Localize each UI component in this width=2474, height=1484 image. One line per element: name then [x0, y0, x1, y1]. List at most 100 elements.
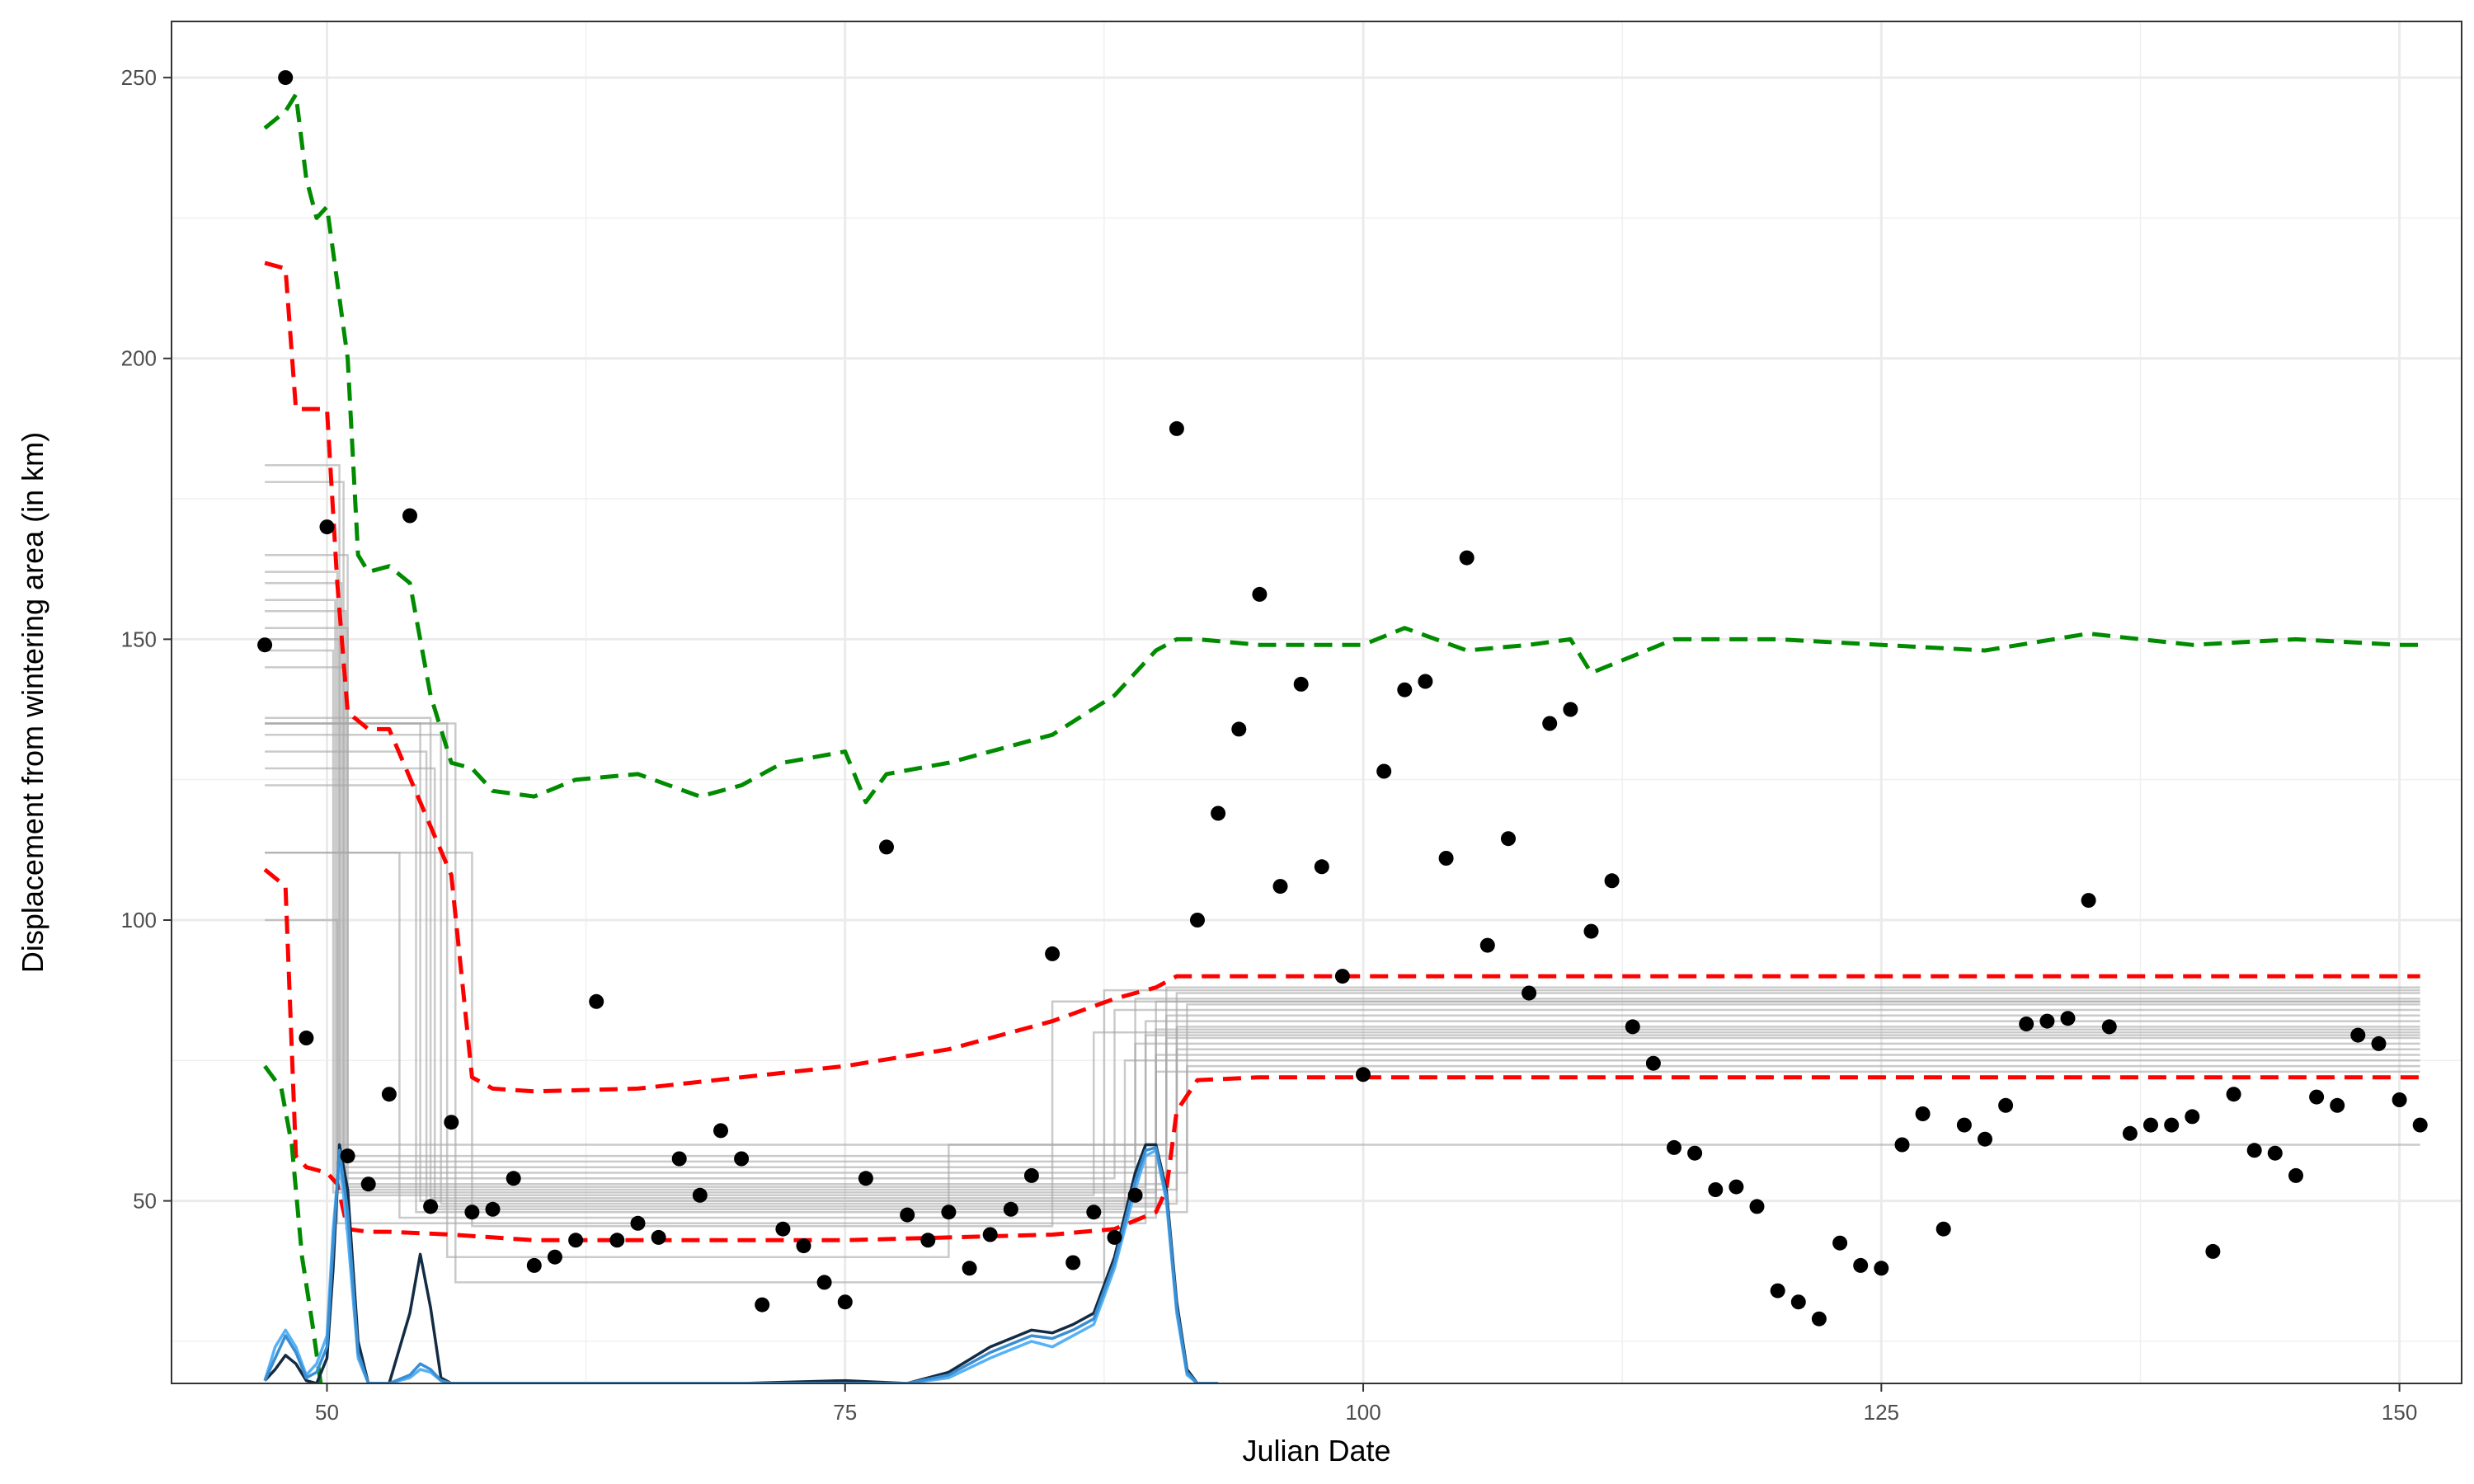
- data-point: [1334, 969, 1350, 984]
- data-point: [1459, 550, 1475, 566]
- data-point: [1086, 1205, 1102, 1220]
- data-point: [2267, 1145, 2283, 1161]
- data-point: [485, 1201, 501, 1217]
- data-point: [1356, 1067, 1371, 1082]
- data-point: [671, 1151, 687, 1167]
- data-point: [713, 1123, 728, 1139]
- data-point: [1272, 879, 1288, 895]
- data-point: [2019, 1017, 2034, 1031]
- data-point: [1479, 937, 1495, 953]
- data-point: [1687, 1145, 1703, 1161]
- data-point: [982, 1227, 998, 1242]
- data-point: [1811, 1311, 1827, 1327]
- data-point: [2246, 1143, 2262, 1158]
- data-point: [1231, 721, 1247, 737]
- data-point: [1003, 1201, 1018, 1217]
- data-point: [2412, 1117, 2428, 1133]
- data-point: [2039, 1013, 2055, 1029]
- data-point: [858, 1171, 873, 1186]
- data-point: [2164, 1117, 2180, 1133]
- data-point: [879, 839, 894, 855]
- x-tick-label: 75: [833, 1400, 857, 1425]
- step-line: [265, 610, 2420, 1186]
- data-point: [257, 637, 273, 653]
- data-point: [1563, 702, 1578, 717]
- data-point: [2330, 1097, 2345, 1113]
- axis-ticks: 50 75 100 125 150 50 100 150 200 250: [121, 65, 2418, 1425]
- data-point: [1956, 1117, 1972, 1133]
- data-point: [2205, 1243, 2221, 1259]
- data-point: [1729, 1179, 1744, 1195]
- step-line: [265, 918, 2420, 1225]
- y-axis-title: Displacement from wintering area (in km): [16, 432, 49, 973]
- green-dashed-band-line: [263, 92, 2420, 805]
- y-tick-label: 100: [121, 908, 157, 932]
- data-point: [278, 70, 294, 86]
- step-line: [265, 733, 2420, 1205]
- data-point: [1915, 1106, 1931, 1121]
- data-point: [651, 1229, 666, 1245]
- data-point: [423, 1199, 439, 1214]
- data-point: [1314, 859, 1329, 875]
- data-point: [1023, 1167, 1039, 1183]
- data-point: [837, 1294, 853, 1310]
- data-point: [692, 1187, 708, 1203]
- data-point: [734, 1151, 750, 1167]
- data-point: [2392, 1092, 2407, 1107]
- data-point: [1169, 420, 1184, 436]
- data-point: [444, 1115, 459, 1130]
- step-line: [265, 463, 2420, 1146]
- data-point: [1252, 586, 1268, 602]
- data-point: [2060, 1011, 2076, 1026]
- data-point: [1583, 923, 1599, 939]
- panel-border: [171, 21, 2462, 1384]
- data-point: [1790, 1294, 1806, 1310]
- step-line: [265, 767, 2420, 1211]
- data-point: [2288, 1167, 2303, 1183]
- data-point: [2122, 1125, 2138, 1141]
- green-dashed-band-line: [263, 1064, 323, 1383]
- data-point: [464, 1205, 480, 1220]
- data-point: [568, 1233, 584, 1248]
- data-point: [900, 1207, 915, 1223]
- y-tick-label: 50: [133, 1189, 157, 1214]
- data-point: [775, 1221, 791, 1237]
- step-line: [265, 638, 2420, 1191]
- data-point: [1998, 1097, 2014, 1113]
- data-point: [2226, 1087, 2241, 1102]
- step-line: [265, 599, 2420, 1180]
- data-point: [2101, 1019, 2117, 1035]
- data-point: [589, 993, 604, 1009]
- step-line: [265, 649, 2420, 1194]
- data-point: [1708, 1182, 1724, 1197]
- data-point: [1894, 1137, 1910, 1153]
- data-point: [920, 1233, 936, 1248]
- data-point: [1293, 676, 1309, 692]
- red-dashed-band-line: [263, 867, 2420, 1242]
- grid: [172, 21, 2462, 1383]
- data-point: [2143, 1117, 2158, 1133]
- data-point: [1667, 1139, 1681, 1155]
- data-point: [941, 1205, 957, 1220]
- data-point: [1832, 1235, 1848, 1251]
- data-point: [2309, 1089, 2325, 1105]
- data-point: [1749, 1199, 1765, 1214]
- step-line: [265, 627, 2420, 1188]
- data-point: [1770, 1283, 1785, 1298]
- data-point: [1418, 674, 1433, 689]
- data-point: [962, 1261, 977, 1276]
- data-point: [1874, 1261, 1889, 1276]
- data-point: [1853, 1257, 1869, 1273]
- data-point: [630, 1215, 646, 1231]
- data-point: [1978, 1131, 1992, 1147]
- x-tick-label: 50: [315, 1400, 339, 1425]
- data-point: [506, 1171, 521, 1186]
- data-point: [609, 1233, 625, 1248]
- x-tick-label: 150: [2382, 1400, 2417, 1425]
- data-point: [1397, 682, 1413, 697]
- data-point: [1501, 831, 1516, 847]
- data-point: [2185, 1109, 2200, 1125]
- density-curves: [263, 1143, 1219, 1383]
- density-curve: [263, 1146, 1219, 1383]
